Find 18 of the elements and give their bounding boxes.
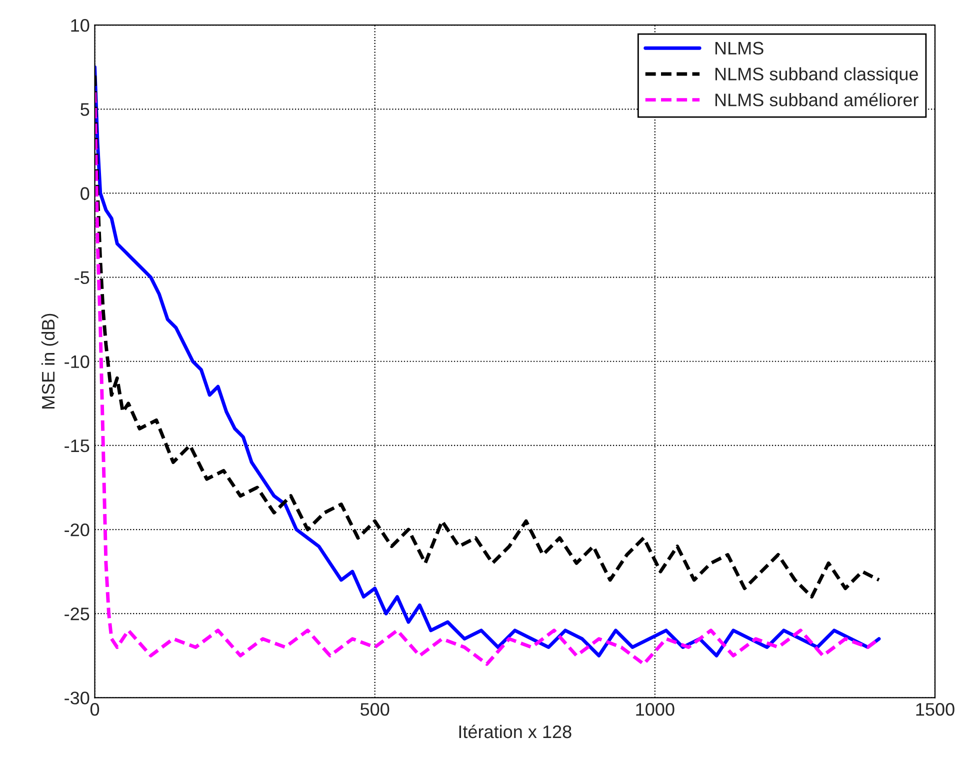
y-tick-label: 10 bbox=[71, 19, 90, 32]
x-tick-label: 500 bbox=[360, 703, 390, 716]
legend-label: NLMS subband classique bbox=[715, 67, 918, 84]
legend-label: NLMS bbox=[715, 42, 764, 55]
y-tick-label: -10 bbox=[64, 355, 90, 368]
x-tick-label: 1000 bbox=[636, 703, 674, 716]
legend-label: NLMS subband améliorer bbox=[715, 92, 918, 106]
x-tick-label: 1500 bbox=[916, 703, 954, 716]
y-tick-label: -30 bbox=[64, 692, 90, 704]
y-tick-label: -15 bbox=[64, 440, 90, 452]
y-tick-label: -20 bbox=[64, 523, 90, 536]
x-axis-title: Itération x 128 bbox=[459, 724, 572, 738]
x-tick-label: 0 bbox=[90, 703, 100, 716]
y-tick-label: -5 bbox=[74, 271, 90, 284]
y-tick-label: 0 bbox=[80, 187, 90, 200]
y-tick-label: 5 bbox=[80, 103, 90, 116]
y-axis-title: MSE in (dB) bbox=[41, 314, 58, 409]
y-tick-label: -25 bbox=[64, 608, 90, 620]
